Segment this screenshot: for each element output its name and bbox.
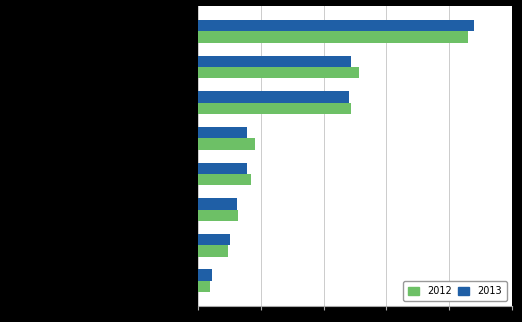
Bar: [198, 281, 210, 292]
Bar: [198, 20, 474, 32]
Bar: [198, 127, 247, 138]
Bar: [198, 270, 212, 281]
Bar: [198, 234, 230, 245]
Bar: [198, 245, 229, 257]
Legend: 2012, 2013: 2012, 2013: [403, 281, 507, 301]
Bar: [198, 103, 351, 114]
Bar: [198, 67, 359, 79]
Bar: [198, 198, 237, 210]
Bar: [198, 32, 468, 43]
Bar: [198, 56, 351, 67]
Bar: [198, 91, 349, 103]
Bar: [198, 210, 239, 221]
Bar: [198, 163, 247, 174]
Bar: [198, 138, 255, 150]
Bar: [198, 174, 251, 185]
